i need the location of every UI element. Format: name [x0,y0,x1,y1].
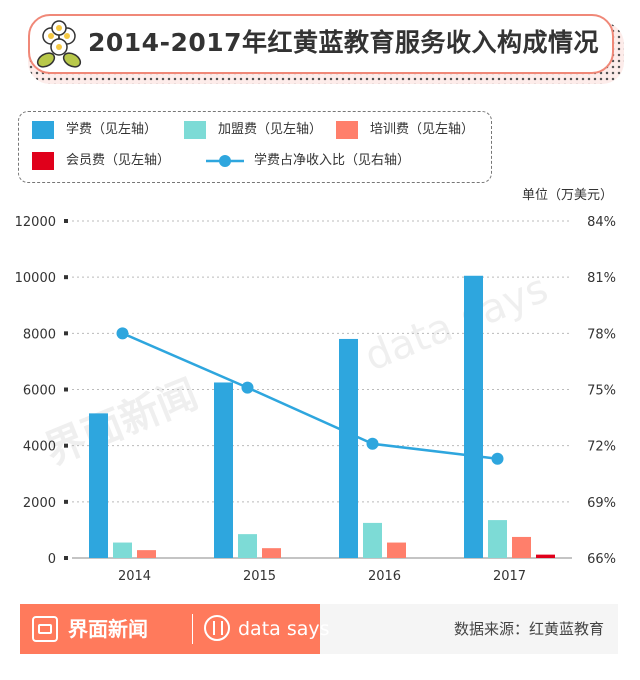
flower-icon [36,20,82,68]
legend-label: 会员费（见左轴） [66,153,171,168]
y-right-tick-label: 78% [587,327,616,342]
bar [137,550,156,558]
bar [339,338,358,558]
bar [488,520,507,558]
bar [464,275,483,558]
y-left-tick-label: 12000 [15,215,56,230]
footer: 界面新闻 data says 数据来源：红黄蓝教育 [20,604,618,654]
brand-divider [192,614,193,644]
bar [113,542,132,558]
legend-swatch [32,121,54,139]
y-left-tick-label: 10000 [15,271,56,286]
tuition-ratio-point [366,437,379,450]
legend-swatch [184,121,206,139]
brand-name: 界面新闻 [68,617,148,641]
y-left-tick-mark [64,219,68,223]
x-tick-label: 2016 [368,569,401,584]
legend-label: 培训费（见左轴） [370,122,475,137]
bar [214,382,233,558]
title-frame [28,14,614,74]
unit-label: 单位（万美元） [522,188,614,203]
y-left-tick-mark [64,556,68,560]
bar [363,522,382,558]
x-tick-label: 2017 [493,569,526,584]
bar [536,554,555,558]
tuition-ratio-point [116,327,129,340]
y-left-tick-mark [64,443,68,448]
legend [18,111,492,183]
page-title: 2014-2017年红黄蓝教育服务收入构成情况 [88,28,600,57]
legend-line-marker [206,155,244,167]
y-right-tick-label: 69% [587,496,616,511]
y-left-tick-label: 4000 [23,440,56,455]
datasays-logo-icon [204,615,230,641]
legend-swatch [32,152,54,170]
bar [238,534,257,558]
datasays-name: data says [238,618,330,640]
y-left-tick-label: 2000 [23,496,56,511]
legend-label: 学费（见左轴） [66,122,158,137]
tuition-ratio-line [122,332,498,461]
y-left-tick-mark [64,499,68,504]
y-left-tick-label: 6000 [23,384,56,399]
y-left-tick-label: 8000 [23,327,56,342]
y-left-tick-mark [64,387,68,392]
legend-label: 学费占净收入比（见右轴） [254,153,411,168]
tuition-ratio-point [491,452,504,465]
y-left-tick-mark [64,331,68,336]
x-tick-label: 2014 [118,569,151,584]
bar [89,413,108,558]
y-right-tick-label: 66% [587,552,616,567]
jiemian-logo-icon [32,616,58,642]
x-tick-label: 2015 [243,569,276,584]
y-right-tick-label: 72% [587,440,616,455]
legend-swatch [336,121,358,139]
bar [262,548,281,558]
bar [387,542,406,558]
bar [512,536,531,558]
y-right-tick-label: 84% [587,215,616,230]
y-right-tick-label: 81% [587,271,616,286]
footer-brand-bar: 界面新闻 data says [20,604,330,654]
legend-label: 加盟费（见左轴） [218,122,323,137]
y-left-tick-mark [64,275,68,280]
tuition-ratio-point [241,381,254,394]
y-right-tick-label: 75% [587,384,616,399]
y-left-tick-label: 0 [48,552,56,567]
data-source: 数据来源：红黄蓝教育 [453,620,604,638]
bar-line-chart: 0 2000 4000 6000 8000 10000 12000 66% 69% 72% 75% 7… [15,215,616,584]
